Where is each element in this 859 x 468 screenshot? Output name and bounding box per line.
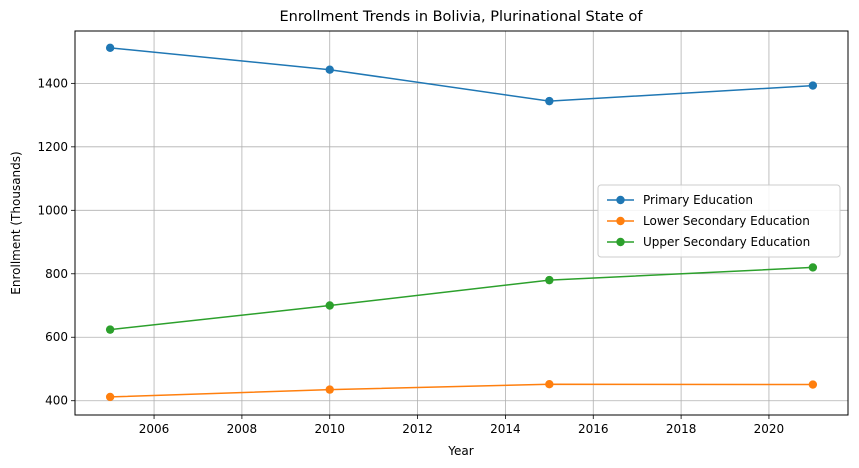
data-point (325, 301, 334, 310)
data-point (808, 380, 818, 389)
plot-frame (74, 30, 849, 416)
x-tick-label: 2018 (666, 422, 697, 436)
y-axis-label: Enrollment (Thousands) (9, 151, 23, 294)
y-tick-label: 600 (45, 330, 68, 344)
legend-marker (616, 216, 625, 226)
data-point (105, 392, 115, 402)
data-point (545, 96, 554, 106)
x-axis-label: Year (447, 444, 473, 458)
y-tick-label: 400 (45, 394, 68, 408)
legend-label: Lower Secondary Education (643, 214, 810, 228)
x-axis-ticks: 2006 2008 2010 2012 2014 2016 2018 2020 (139, 415, 784, 436)
x-tick-label: 2006 (139, 422, 170, 436)
legend-label: Upper Secondary Education (643, 235, 810, 249)
y-axis-ticks: 400 600 800 1000 1200 1400 (37, 76, 75, 408)
x-tick-label: 2008 (227, 422, 258, 436)
legend: Primary Education Lower Secondary Educati… (597, 184, 841, 258)
series-lines (110, 47, 813, 398)
y-tick-label: 1000 (37, 203, 68, 217)
series-line-1 (110, 383, 813, 398)
data-point (808, 263, 818, 272)
x-tick-label: 2010 (314, 422, 345, 436)
data-point (545, 275, 554, 285)
x-tick-label: 2014 (490, 422, 521, 436)
legend-marker (616, 237, 625, 247)
x-tick-label: 2020 (754, 422, 785, 436)
data-point (808, 81, 818, 90)
chart-title: Enrollment Trends in Bolivia, Plurinatio… (279, 9, 643, 25)
legend-box (597, 184, 841, 258)
series-line-2 (110, 266, 813, 331)
x-tick-label: 2012 (402, 422, 433, 436)
data-point (105, 43, 115, 53)
data-point (325, 385, 334, 394)
data-point (105, 325, 115, 334)
y-tick-label: 1200 (37, 140, 68, 154)
legend-label: Primary Education (643, 193, 753, 207)
series-line-0 (110, 47, 813, 102)
data-point (545, 380, 554, 389)
y-tick-label: 800 (45, 267, 68, 281)
legend-marker (616, 195, 625, 205)
y-tick-label: 1400 (37, 76, 68, 90)
grid (75, 31, 848, 415)
x-tick-label: 2016 (578, 422, 609, 436)
series-markers (105, 43, 818, 402)
data-point (325, 65, 334, 74)
